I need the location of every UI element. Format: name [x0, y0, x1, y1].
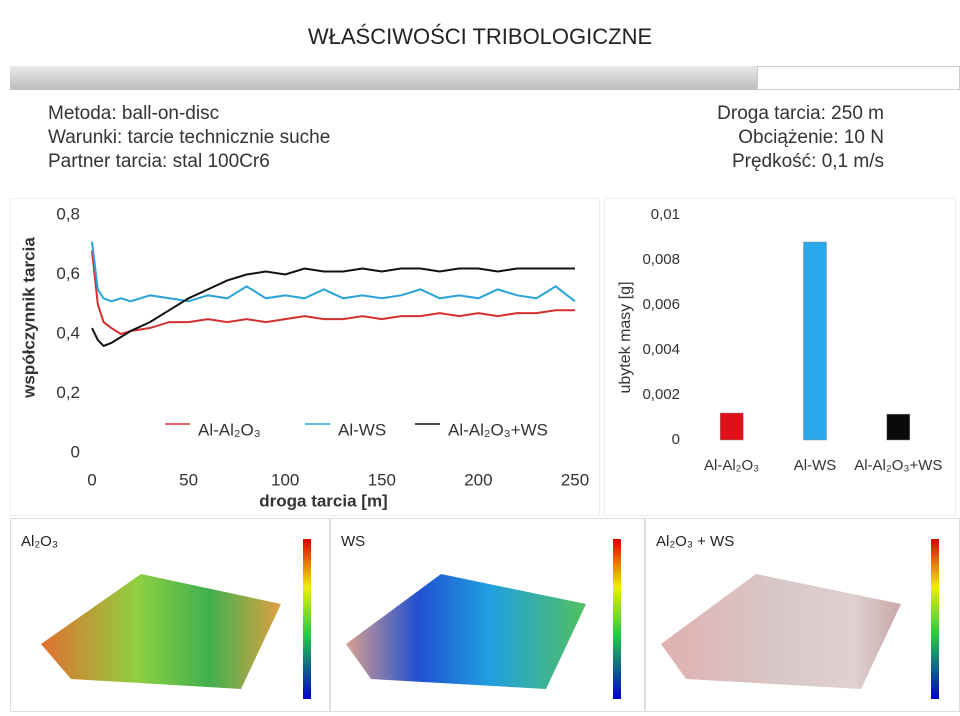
x-tick-label: 50	[179, 470, 198, 489]
legend-label: Al-WS	[338, 420, 386, 439]
chart-frame	[604, 198, 956, 516]
y-tick-label: 0	[672, 431, 680, 448]
image-panel: Al₂O₃ + WS	[645, 518, 960, 712]
y-tick-label: 0,4	[56, 323, 80, 342]
y-tick-label: 0,004	[642, 341, 680, 358]
y-tick-label: 0,008	[642, 251, 680, 268]
series-line	[91, 267, 575, 348]
y-tick-label: 0,6	[56, 264, 80, 283]
y-tick-label: 0,006	[642, 296, 680, 313]
info-line: Warunki: tarcie technicznie suche	[48, 127, 331, 148]
bar	[886, 413, 911, 441]
x-tick-label: Al-Al₂O₃	[704, 457, 759, 474]
x-tick-label: 150	[368, 470, 396, 489]
y-tick-label: 0,01	[651, 206, 680, 223]
image-label: Al₂O₃ + WS	[656, 533, 735, 550]
image-label: WS	[341, 533, 366, 550]
info-left: Metoda: ball-on-disc Warunki: tarcie tec…	[48, 102, 330, 174]
x-tick-label: Al-WS	[794, 457, 837, 474]
x-tick-label: 250	[561, 470, 589, 489]
surface-image	[661, 539, 939, 699]
image-panel: Al₂O₃	[10, 518, 330, 712]
title: WŁAŚCIWOŚCI TRIBOLOGICZNE	[307, 24, 653, 49]
x-tick-label: 0	[87, 470, 96, 489]
x-tick-label: Al-Al₂O₃+WS	[854, 457, 942, 474]
surface-image	[41, 539, 311, 699]
y-tick-label: 0,2	[56, 383, 80, 402]
y-tick-label: 0,8	[56, 204, 80, 223]
series-line	[91, 241, 576, 303]
info-right: Droga tarcia: 250 m Obciążenie: 10 N Prę…	[717, 102, 884, 174]
legend-label: Al-Al₂O₃+WS	[448, 420, 548, 439]
info-line: Partner tarcia: stal 100Cr6	[48, 151, 270, 172]
x-tick-label: 200	[464, 470, 492, 489]
y-tick-label: 0,002	[642, 386, 680, 403]
info-line: Prędkość: 0,1 m/s	[731, 151, 884, 172]
series-line	[91, 250, 575, 336]
x-axis-label: droga tarcia [m]	[259, 491, 387, 510]
legend-label: Al-Al₂O₃	[198, 420, 261, 439]
y-tick-label: 0	[71, 442, 80, 461]
header-bar	[10, 66, 757, 90]
y-axis-label: ubytek masy [g]	[617, 281, 634, 393]
bar	[719, 412, 744, 441]
image-panel: WS	[330, 518, 645, 712]
surface-image	[346, 539, 621, 699]
x-tick-label: 100	[271, 470, 299, 489]
info-line: Metoda: ball-on-disc	[48, 103, 220, 124]
info-line: Obciążenie: 10 N	[738, 127, 884, 148]
chart-frame	[10, 198, 600, 516]
info-line: Droga tarcia: 250 m	[717, 103, 884, 124]
bar	[803, 241, 827, 441]
image-label: Al₂O₃	[21, 533, 58, 550]
y-axis-label: współczynnik tarcia	[19, 237, 38, 399]
